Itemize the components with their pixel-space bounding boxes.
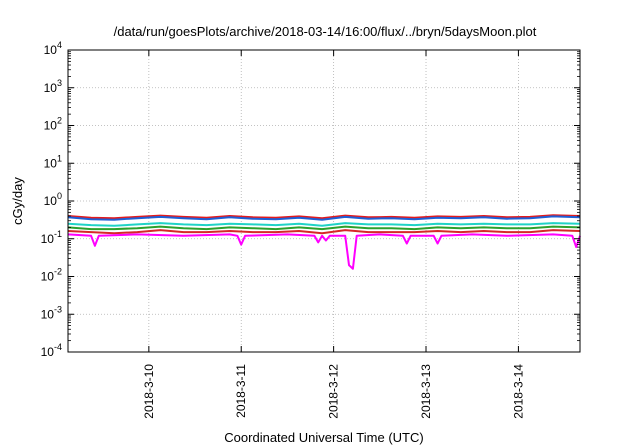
- y-tick-exponent: 4: [57, 40, 62, 50]
- y-tick-exponent: -2: [54, 267, 62, 277]
- series-2-line: [67, 215, 581, 221]
- x-tick-labels: 2018-3-10 2018-3-11 2018-3-12 2018-3-13 2018…: [142, 364, 526, 419]
- series-group: [67, 214, 581, 270]
- y-tick-base: 10: [44, 194, 58, 208]
- series-5-line: [67, 229, 581, 235]
- ticks: [68, 49, 580, 353]
- y-tick-base: 10: [44, 156, 58, 170]
- y-tick-label: 10-4: [41, 342, 62, 359]
- y-tick-label: 101: [44, 153, 62, 170]
- x-tick-label: 2018-3-10: [142, 364, 156, 419]
- series-6-line: [67, 233, 581, 270]
- y-tick-base: 10: [44, 119, 58, 133]
- y-tick-label: 102: [44, 116, 62, 133]
- series-1-line: [67, 214, 581, 220]
- grid: [68, 50, 580, 352]
- chart-title: /data/run/goesPlots/archive/2018-03-14/1…: [114, 24, 537, 39]
- x-axis-label: Coordinated Universal Time (UTC): [224, 430, 423, 445]
- x-tick-label: 2018-3-13: [419, 364, 433, 419]
- x-tick-label: 2018-3-14: [511, 364, 525, 419]
- series-4-line: [67, 225, 581, 231]
- y-tick-label: 104: [44, 40, 62, 57]
- y-tick-exponent: -1: [54, 229, 62, 239]
- series-3-line: [67, 222, 581, 227]
- y-axis-label: cGy/day: [10, 177, 25, 225]
- y-tick-base: 10: [44, 81, 58, 95]
- y-tick-base: 10: [41, 270, 55, 284]
- x-tick-label: 2018-3-12: [327, 364, 341, 419]
- y-tick-label: 100: [44, 191, 62, 208]
- y-tick-exponent: -3: [54, 304, 62, 314]
- y-tick-base: 10: [41, 307, 55, 321]
- x-tick-label: 2018-3-11: [234, 364, 248, 418]
- y-tick-label: 10-2: [41, 267, 62, 284]
- y-tick-label: 103: [44, 78, 62, 95]
- y-tick-label: 10-1: [41, 229, 62, 246]
- y-tick-base: 10: [41, 345, 55, 359]
- y-tick-exponent: -4: [54, 342, 62, 352]
- y-tick-base: 10: [41, 232, 55, 246]
- y-tick-exponent: 1: [57, 153, 62, 163]
- y-tick-base: 10: [44, 43, 58, 57]
- y-tick-label: 10-3: [41, 304, 62, 321]
- y-tick-exponent: 3: [57, 78, 62, 88]
- y-tick-exponent: 0: [57, 191, 62, 201]
- y-tick-exponent: 2: [57, 116, 62, 126]
